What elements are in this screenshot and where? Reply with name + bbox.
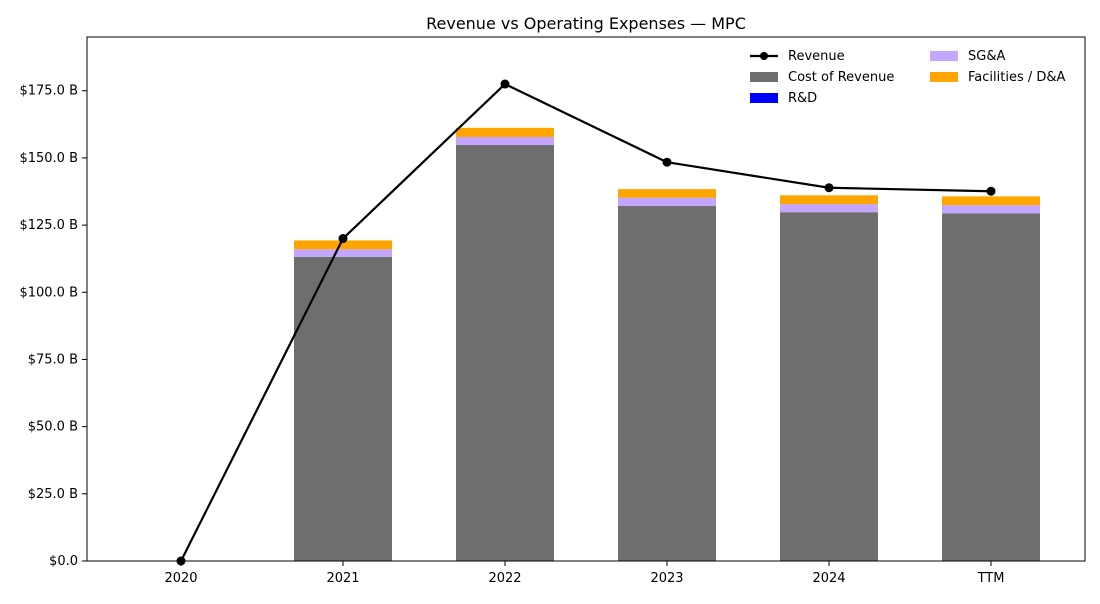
revenue-point-2022 [500, 79, 510, 89]
bar-facilities-d-a-2021 [294, 240, 392, 250]
bar-sg-a-2024 [780, 204, 878, 213]
plot-frame [86, 36, 1086, 562]
legend-line-marker [760, 52, 768, 60]
legend-item-1: Cost of Revenue [750, 70, 894, 85]
legend-color-swatch [930, 51, 958, 61]
legend-label: R&D [788, 91, 817, 106]
legend-item-4: Facilities / D&A [930, 70, 1066, 85]
legend-item-2: R&D [750, 91, 817, 106]
x-tick-label-2024: 2024 [812, 571, 845, 586]
y-tick-label-4: $100.0 B [19, 285, 78, 300]
y-tick-label-2: $50.0 B [28, 420, 78, 435]
x-tick-label-ttm: TTM [977, 571, 1005, 586]
bar-sg-a-2023 [618, 197, 716, 207]
bar-sg-a-2022 [456, 136, 554, 146]
chart-title: Revenue vs Operating Expenses — MPC [426, 14, 746, 33]
line-layer [176, 79, 996, 566]
bar-facilities-d-a-ttm [942, 196, 1040, 206]
bar-cost-of-revenue-2022 [456, 145, 554, 562]
legend-color-swatch [750, 72, 778, 82]
bar-sg-a-ttm [942, 205, 1040, 214]
x-tick-label-2022: 2022 [488, 571, 521, 586]
bar-cost-of-revenue-2023 [618, 206, 716, 561]
axes-layer: $0.0 $25.0 B $50.0 B $75.0 B $100.0 B $125.0 … [19, 36, 1086, 586]
x-tick-label-2021: 2021 [326, 571, 359, 586]
y-tick-label-0: $0.0 [49, 554, 78, 569]
bar-facilities-d-a-2022 [456, 127, 554, 137]
legend-item-3: SG&A [930, 49, 1005, 64]
bars-layer [294, 127, 1040, 562]
y-tick-label-7: $175.0 B [19, 84, 78, 99]
x-tick-label-2020: 2020 [164, 571, 197, 586]
revenue-point-ttm [986, 186, 996, 196]
revenue-point-2023 [662, 157, 672, 167]
y-tick-label-1: $25.0 B [28, 487, 78, 502]
y-tick-label-6: $150.0 B [19, 151, 78, 166]
legend-color-swatch [750, 93, 778, 103]
legend-label: Cost of Revenue [788, 70, 894, 85]
y-tick-label-5: $125.0 B [19, 218, 78, 233]
bar-cost-of-revenue-2024 [780, 212, 878, 561]
revenue-point-2021 [338, 234, 348, 244]
bar-cost-of-revenue-ttm [942, 213, 1040, 561]
revenue-point-2024 [824, 183, 834, 193]
revenue-line [179, 82, 993, 563]
bar-cost-of-revenue-2021 [294, 256, 392, 561]
legend-label: Facilities / D&A [968, 70, 1066, 85]
legend: Revenue Cost of Revenue R&D SG&A Facilities … [750, 49, 1066, 106]
bar-sg-a-2021 [294, 249, 392, 257]
legend-color-swatch [930, 72, 958, 82]
legend-label: Revenue [788, 49, 845, 64]
y-tick-label-3: $75.0 B [28, 352, 78, 367]
x-tick-label-2023: 2023 [650, 571, 683, 586]
legend-item-0: Revenue [750, 49, 845, 64]
bar-facilities-d-a-2023 [618, 189, 716, 198]
bar-facilities-d-a-2024 [780, 195, 878, 205]
legend-label: SG&A [968, 49, 1005, 64]
